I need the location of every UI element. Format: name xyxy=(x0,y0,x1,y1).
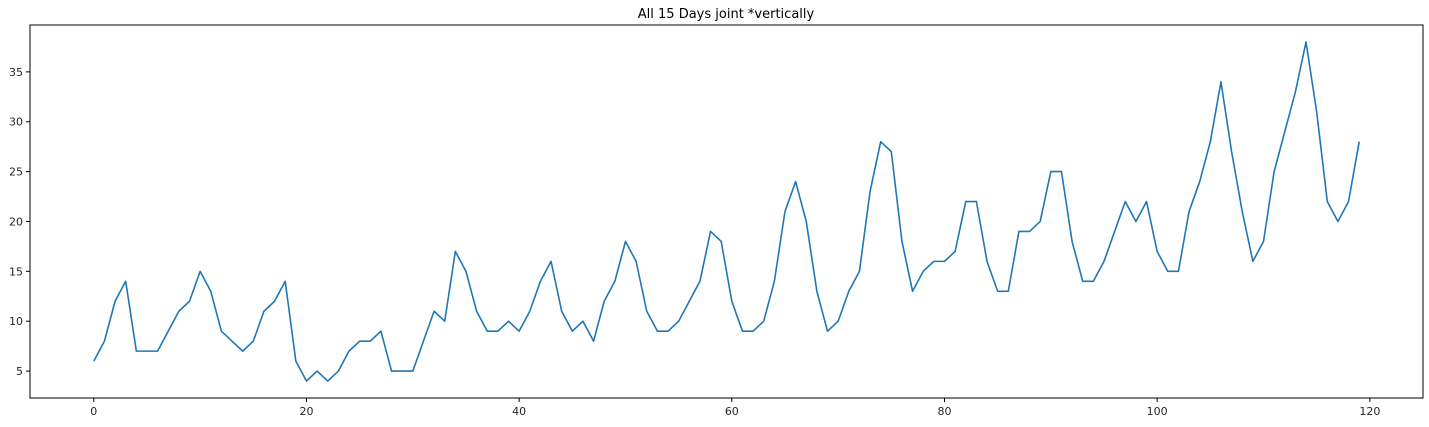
y-tick-label: 25 xyxy=(9,166,23,179)
x-tick-label: 60 xyxy=(725,405,739,418)
x-tick-label: 0 xyxy=(90,405,97,418)
y-tick-label: 10 xyxy=(9,315,23,328)
y-tick-label: 5 xyxy=(16,365,23,378)
x-tick-label: 100 xyxy=(1147,405,1168,418)
x-tick-label: 20 xyxy=(299,405,313,418)
y-tick-label: 30 xyxy=(9,116,23,129)
y-tick-label: 15 xyxy=(9,265,23,278)
x-tick-label: 40 xyxy=(512,405,526,418)
plot-area xyxy=(29,24,1424,399)
y-axis: 5 10 15 20 25 30 35 xyxy=(9,66,30,378)
y-tick-label: 20 xyxy=(9,215,23,228)
x-tick-label: 80 xyxy=(937,405,951,418)
x-axis: 0 20 40 60 80 100 120 xyxy=(90,398,1380,418)
series-layer xyxy=(93,41,1360,382)
y-tick-label: 35 xyxy=(9,66,23,79)
series-line xyxy=(93,41,1360,382)
x-tick-label: 120 xyxy=(1359,405,1380,418)
chart-title: All 15 Days joint *vertically xyxy=(638,7,815,22)
